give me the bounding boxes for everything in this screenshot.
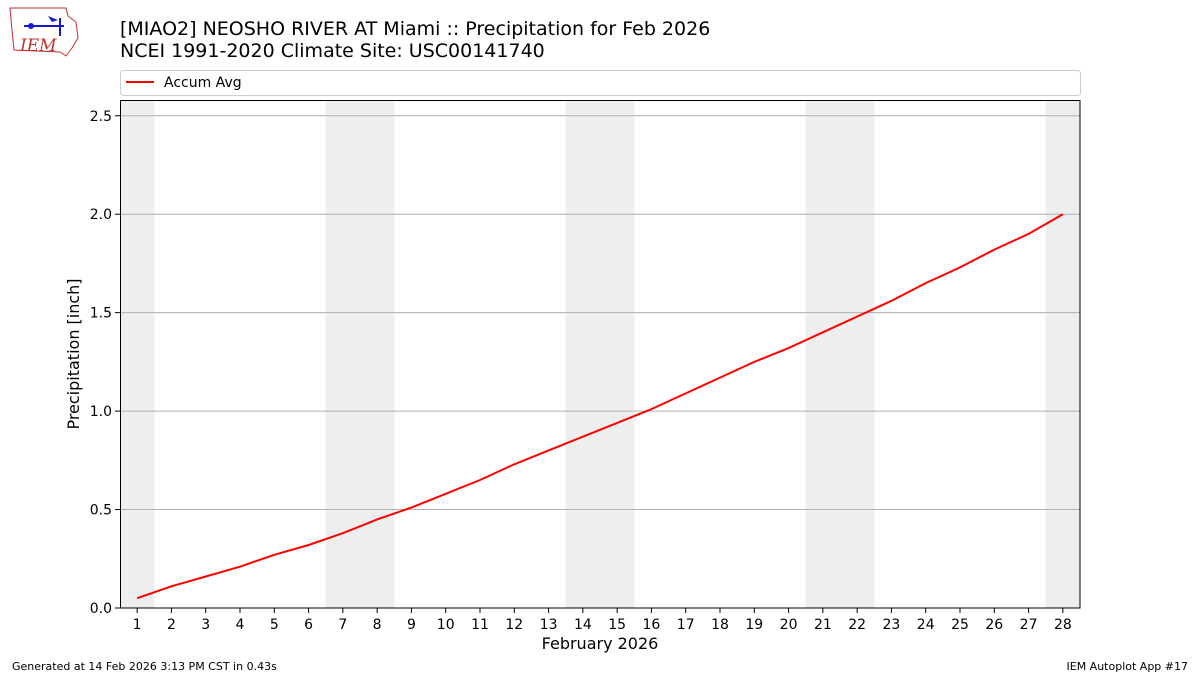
x-tick-label: 1 xyxy=(133,617,142,633)
x-tick-label: 18 xyxy=(711,617,729,633)
weekend-shade xyxy=(325,100,395,608)
logo-text: IEM xyxy=(19,36,57,56)
x-tick-label: 12 xyxy=(505,617,523,633)
chart-title: [MIAO2] NEOSHO RIVER AT Miami :: Precipi… xyxy=(120,18,710,40)
weekend-shade xyxy=(120,100,155,608)
x-tick-label: 2 xyxy=(167,617,176,633)
legend-label: Accum Avg xyxy=(164,75,242,91)
y-tick-label: 2.0 xyxy=(90,207,112,223)
x-tick-label: 13 xyxy=(540,617,558,633)
x-tick-label: 4 xyxy=(236,617,245,633)
x-tick-label: 7 xyxy=(338,617,347,633)
y-tick-label: 2.5 xyxy=(90,109,112,125)
x-tick-label: 24 xyxy=(917,617,935,633)
plot-frame xyxy=(120,100,1081,609)
y-tick-label: 0.0 xyxy=(90,601,112,617)
weekend-shade xyxy=(565,100,635,608)
x-tick-label: 8 xyxy=(373,617,382,633)
x-tick-label: 25 xyxy=(951,617,969,633)
x-tick-label: 19 xyxy=(745,617,763,633)
x-tick-label: 14 xyxy=(574,617,592,633)
x-tick-label: 22 xyxy=(848,617,866,633)
weekend-shade xyxy=(805,100,875,608)
y-tick-label: 0.5 xyxy=(90,503,112,519)
x-tick-label: 21 xyxy=(814,617,832,633)
chart-subtitle: NCEI 1991-2020 Climate Site: USC00141740 xyxy=(120,40,545,62)
x-tick-label: 9 xyxy=(407,617,416,633)
x-tick-label: 20 xyxy=(780,617,798,633)
x-tick-label: 10 xyxy=(437,617,455,633)
x-tick-label: 17 xyxy=(677,617,695,633)
x-tick-label: 28 xyxy=(1054,617,1072,633)
weekend-shade xyxy=(1045,100,1080,608)
x-tick-label: 6 xyxy=(304,617,313,633)
x-tick-label: 27 xyxy=(1020,617,1038,633)
plot-area xyxy=(120,100,1080,609)
x-tick-label: 5 xyxy=(270,617,279,633)
y-tick-label: 1.5 xyxy=(90,306,112,322)
y-tick-label: 1.0 xyxy=(90,404,112,420)
x-tick-label: 26 xyxy=(985,617,1003,633)
x-tick-label: 16 xyxy=(643,617,661,633)
x-tick-label: 11 xyxy=(471,617,489,633)
y-axis-label: Precipitation [inch] xyxy=(64,278,83,429)
x-tick-label: 3 xyxy=(201,617,210,633)
x-tick-label: 15 xyxy=(608,617,626,633)
footer-right: IEM Autoplot App #17 xyxy=(1067,660,1189,673)
x-tick-label: 23 xyxy=(883,617,901,633)
series-line xyxy=(136,213,1064,600)
footer-left: Generated at 14 Feb 2026 3:13 PM CST in … xyxy=(12,660,277,673)
x-axis-label: February 2026 xyxy=(542,634,659,653)
legend-box xyxy=(120,70,1081,96)
logo: IEM xyxy=(9,7,79,57)
